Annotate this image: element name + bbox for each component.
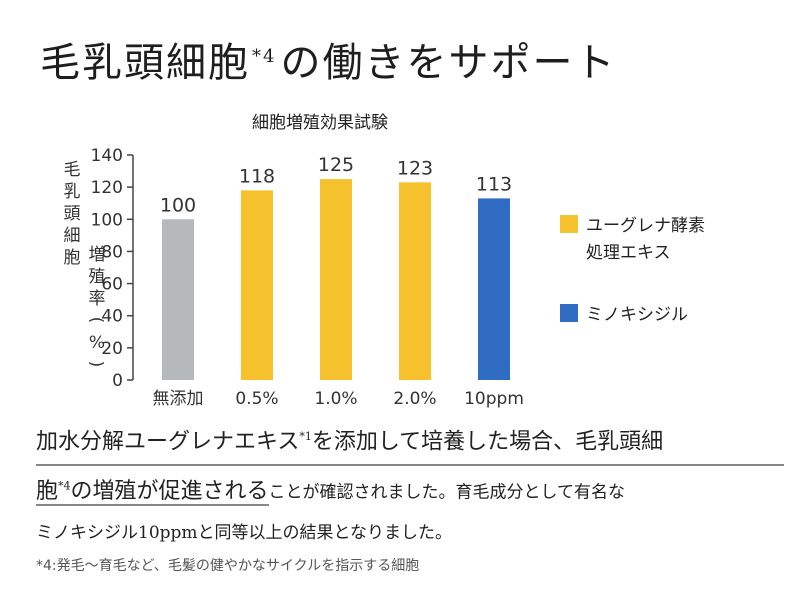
x-category-label: 1.0% <box>314 389 357 409</box>
description-line-3: ミノキシジル10ppmと同等以上の結果となりました。 <box>36 522 453 543</box>
bar-chart: 細胞増殖効果試験 毛乳頭細胞 増殖率(%) 020406080100120140 … <box>64 113 706 409</box>
bar-1 <box>241 190 273 380</box>
y-tick-label: 20 <box>101 339 123 359</box>
y-tick-label: 40 <box>101 307 123 327</box>
y-axis-label-char: 乳 <box>64 182 81 202</box>
y-axis-label: 毛乳頭細胞 増殖率 (%) <box>64 160 107 367</box>
y-tick-label: 100 <box>91 210 123 230</box>
page-headline: 毛乳頭細胞 *4 の働きをサポート <box>40 30 616 88</box>
y-axis-label-char: % <box>89 333 105 353</box>
x-category-label: 2.0% <box>393 389 436 409</box>
description-line-2: 胞*4の増殖が促進されることが確認されました。育毛成分として有名な <box>36 466 784 512</box>
y-axis-label-char: 頭 <box>64 204 81 224</box>
y-tick-label: 60 <box>101 275 123 295</box>
bar-2 <box>320 179 352 380</box>
legend-label-minoxidil: ミノキシジル <box>586 305 688 325</box>
description-ingredient: 加水分解ユーグレナエキス <box>36 429 300 455</box>
y-axis: 0 20 40 60 80 100 120 140 <box>91 146 134 391</box>
y-axis-label-char: ( <box>86 317 106 324</box>
x-category-label: 0.5% <box>235 389 278 409</box>
bar-value-label: 125 <box>318 154 354 176</box>
y-axis-label-char: 殖 <box>89 267 106 287</box>
chart-title: 細胞増殖効果試験 <box>252 113 388 133</box>
x-category-label: 無添加 <box>153 389 204 409</box>
bar-4 <box>478 198 510 380</box>
headline-tail: の働きをサポート <box>280 40 617 86</box>
description-cell: 胞 <box>36 478 59 504</box>
description-line-1: 加水分解ユーグレナエキス*1を添加して培養した場合、毛乳頭細 <box>36 417 784 467</box>
bar-value-label: 118 <box>239 165 275 187</box>
footnote: *4:発毛〜育毛など、毛髪の健やかなサイクルを指示する細胞 <box>36 558 420 574</box>
legend-swatch-minoxidil <box>560 304 578 322</box>
description-text: 加水分解ユーグレナエキス*1を添加して培養した場合、毛乳頭細 胞*4の増殖が促進… <box>36 417 784 553</box>
bar-value-label: 123 <box>397 157 433 179</box>
description-ref-4: *4 <box>58 479 71 493</box>
y-axis-label-char: 率 <box>89 289 106 309</box>
y-tick-label: 140 <box>91 146 123 166</box>
legend-label-euglena-line1: ユーグレナ酵素 <box>586 216 705 236</box>
description-line-1-rest: を添加して培養した場合、毛乳頭細 <box>311 429 664 455</box>
legend-label-euglena-line2: 処理エキス <box>586 243 671 263</box>
y-tick-label: 120 <box>91 178 123 198</box>
x-category-label: 10ppm <box>464 389 524 409</box>
headline-reference: *4 <box>252 45 277 67</box>
description-ref-1: *1 <box>299 430 312 443</box>
y-axis-label-char: 増 <box>89 245 106 265</box>
y-axis-label-char: ) <box>86 361 106 368</box>
y-tick-label: 80 <box>101 242 123 262</box>
description-effect: の増殖が促進される <box>70 478 269 504</box>
description-line-2-rest: ことが確認されました。育毛成分として有名な <box>268 482 626 503</box>
bar-series: 100 無添加 118 0.5% 125 1.0% 123 2.0% 113 10ppm <box>153 154 524 409</box>
y-axis-label-char: 胞 <box>64 248 81 268</box>
y-axis-label-char: 細 <box>64 226 81 246</box>
legend-swatch-euglena <box>560 215 578 233</box>
headline-main: 毛乳頭細胞 <box>40 40 250 86</box>
bar-3 <box>399 182 431 380</box>
bar-value-label: 100 <box>160 194 196 216</box>
chart-legend: ユーグレナ酵素 処理エキス ミノキシジル <box>560 215 705 325</box>
y-axis-label-char: 毛 <box>64 160 81 180</box>
bar-0 <box>162 219 194 380</box>
bar-value-label: 113 <box>476 173 512 195</box>
y-tick-label: 0 <box>112 371 123 391</box>
